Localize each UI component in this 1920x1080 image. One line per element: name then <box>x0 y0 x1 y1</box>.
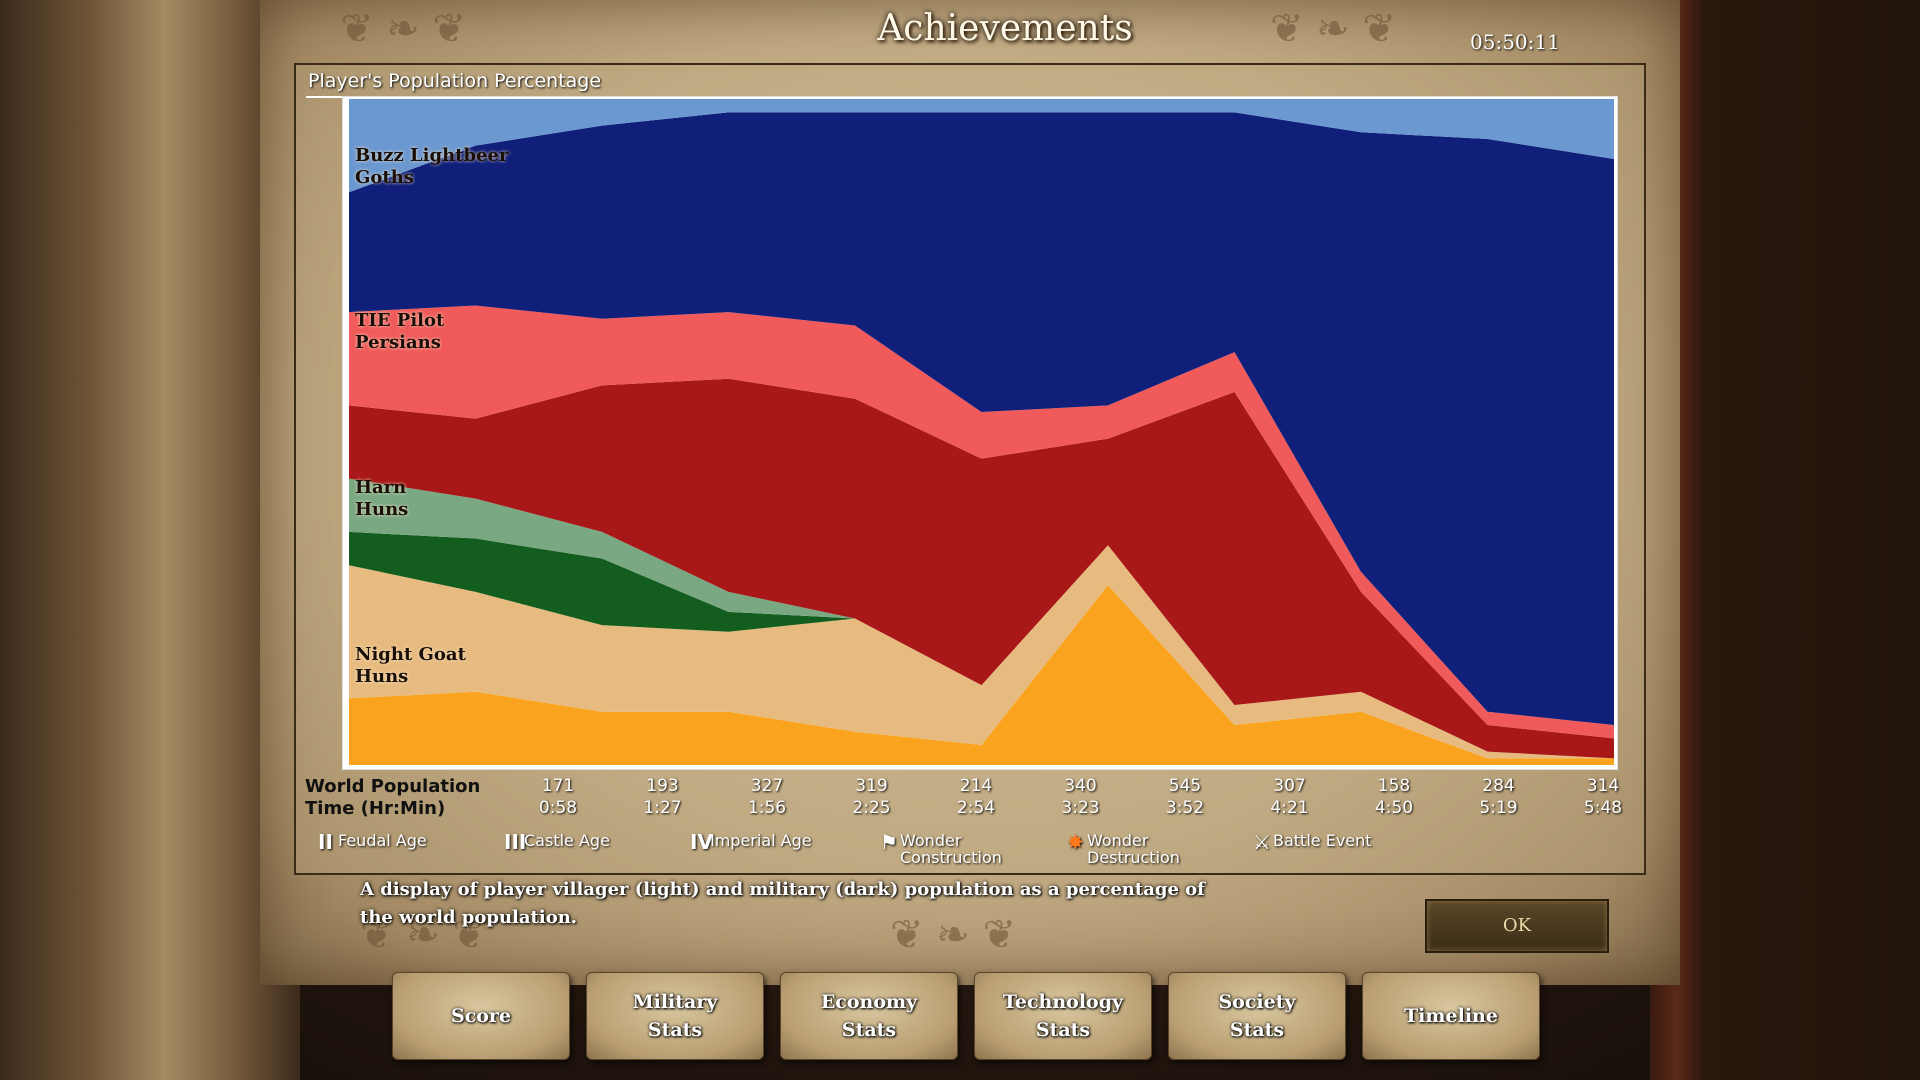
tab-timeline[interactable]: Timeline <box>1362 972 1540 1060</box>
tab-score[interactable]: Score <box>392 972 570 1060</box>
tab-economy-stats[interactable]: Economy Stats <box>780 972 958 1060</box>
area-series-0 <box>349 585 1614 765</box>
player-label-harn: Harn Huns <box>355 477 408 521</box>
world-population-value: 545 <box>1168 776 1202 796</box>
player-name: TIE Pilot <box>355 310 445 331</box>
tab-society-stats[interactable]: Society Stats <box>1168 972 1346 1060</box>
player-civ: Persians <box>355 332 441 353</box>
ok-button[interactable]: OK <box>1425 899 1609 953</box>
world-population-value: 193 <box>646 776 679 796</box>
player-civ: Huns <box>355 499 409 520</box>
tab-label: Technology Stats <box>1002 991 1124 1041</box>
world-population-value: 319 <box>855 776 888 796</box>
tab-military-stats[interactable]: Military Stats <box>586 972 764 1060</box>
player-name: Buzz Lightbeer <box>355 145 509 166</box>
wonder-destruction-icon: ✸ <box>1067 830 1084 854</box>
panel-title: Player's Population Percentage <box>308 70 602 92</box>
feudal-age-icon: II <box>318 830 333 854</box>
time-row-label: Time (Hr:Min) <box>305 798 446 819</box>
wonder-construction-icon: ⚑ <box>880 830 898 854</box>
area-series-2 <box>349 531 1614 759</box>
imperial-age-icon: IV <box>690 830 713 854</box>
player-name: Harn <box>355 477 407 498</box>
area-series-3 <box>349 478 1614 759</box>
chart-description: A display of player villager (light) and… <box>360 879 1205 928</box>
player-label-tie-pilot: TIE Pilot Persians <box>355 310 444 354</box>
world-population-value: 307 <box>1273 776 1306 796</box>
time-value: 1:27 <box>643 798 682 818</box>
area-series-7 <box>349 99 1614 193</box>
battle-event-icon: ⚔ <box>1253 830 1271 854</box>
player-civ: Huns <box>355 666 409 687</box>
ornament-flourish-icon: ❦ ❧ ❦ <box>360 912 486 958</box>
ornament-flourish-icon: ❦ ❧ ❦ <box>1270 6 1396 52</box>
area-series-4 <box>349 378 1614 759</box>
time-value: 3:23 <box>1061 798 1100 818</box>
world-population-value: 327 <box>750 776 784 796</box>
scroll-right-roll <box>1650 0 1920 1080</box>
area-series-6 <box>349 112 1614 726</box>
world-population-value: 171 <box>541 776 575 796</box>
world-population-value: 214 <box>959 776 993 796</box>
ornament-flourish-icon: ❦ ❧ ❦ <box>340 6 466 52</box>
time-value: 0:58 <box>538 798 578 818</box>
player-label-night-goat: Night Goat Huns <box>355 644 466 688</box>
time-value: 3:52 <box>1165 798 1205 818</box>
area-series-1 <box>349 545 1614 759</box>
tab-label: Military Stats <box>632 991 718 1041</box>
tab-technology-stats[interactable]: Technology Stats <box>974 972 1152 1060</box>
player-civ: Goths <box>355 167 414 188</box>
player-name: Night Goat <box>355 644 466 665</box>
time-value: 5:48 <box>1583 798 1623 818</box>
scroll-left-roll <box>0 0 300 1080</box>
time-value: 5:19 <box>1479 798 1518 818</box>
time-value: 4:50 <box>1374 798 1414 818</box>
area-series-5 <box>349 305 1614 739</box>
player-label-buzz-lightbeer: Buzz Lightbeer Goths <box>355 145 508 189</box>
time-value: 2:25 <box>852 798 891 818</box>
time-value: 4:21 <box>1270 798 1309 818</box>
page-title: Achievements <box>877 8 1133 49</box>
time-value: 2:54 <box>956 798 996 818</box>
time-value: 1:56 <box>747 798 787 818</box>
castle-age-icon: III <box>504 830 527 854</box>
population-area-chart <box>349 99 1614 765</box>
ornament-flourish-icon: ❦ ❧ ❦ <box>890 912 1016 958</box>
tab-label: Economy Stats <box>820 991 918 1041</box>
world-population-row-label: World Population <box>305 776 481 797</box>
world-population-value: 340 <box>1064 776 1097 796</box>
tab-label: Society Stats <box>1218 991 1296 1041</box>
world-population-value: 158 <box>1377 776 1411 796</box>
world-population-value: 284 <box>1482 776 1515 796</box>
game-clock: 05:50:11 <box>1470 30 1560 54</box>
world-population-value: 314 <box>1586 776 1620 796</box>
